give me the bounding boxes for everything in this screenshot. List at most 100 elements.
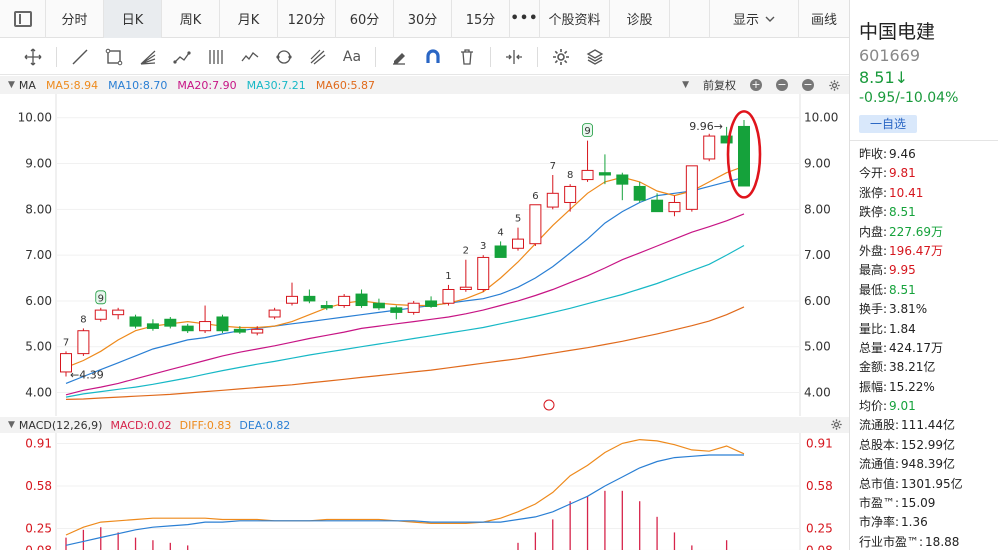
quote-stats-list: 昨收: 9.46 今开: 9.81 涨停: 10.41 跌停: 8.51 内盘: 227.69万外… (859, 145, 998, 550)
quote-row: 行业市盈™: 18.88 (859, 533, 998, 550)
more-button[interactable]: ••• (510, 0, 540, 38)
candle-body (616, 174, 629, 185)
crosshair-tool[interactable] (16, 42, 50, 72)
rect-icon (105, 48, 123, 65)
y-tick-label: 10.00 (18, 111, 52, 125)
seq-label: 1 (445, 271, 451, 282)
y-tick-label: 4.00 (25, 386, 52, 400)
quote-key: 流通值: (859, 457, 900, 472)
measure-tool[interactable] (165, 42, 199, 72)
rect-tool[interactable] (97, 42, 131, 72)
stock-name: 中国电建 (859, 21, 936, 43)
y-tick-label: 0.91 (25, 436, 52, 450)
candle-body (546, 192, 559, 208)
candle-body (494, 245, 507, 258)
macd-chart[interactable]: 0.91 0.91 0.58 0.58 0.25 0.25 0.08 0.08 (0, 433, 849, 550)
y-tick-label: 10.00 (804, 111, 838, 125)
fan-tool[interactable] (131, 42, 165, 72)
quote-value: 948.39亿 (901, 457, 956, 472)
chevron-down-icon (765, 16, 775, 22)
quote-row: 流通值: 948.39亿 (859, 455, 998, 474)
tab-period-6[interactable]: 30分 (394, 0, 452, 38)
y-tick-label: 7.00 (25, 248, 52, 262)
cycle-tool[interactable] (267, 42, 301, 72)
grid-tool[interactable] (199, 42, 233, 72)
magnet-tool[interactable] (416, 42, 450, 72)
tab-period-5[interactable]: 60分 (336, 0, 394, 38)
ma60-line (65, 306, 745, 400)
tab-period-1[interactable]: 日K (104, 0, 162, 38)
stock-change: -0.95/-10.04% (859, 90, 959, 106)
candle-body (94, 309, 107, 320)
trash-tool[interactable] (450, 42, 484, 72)
cycle-icon (276, 49, 292, 64)
collapse-icon[interactable]: − (802, 78, 814, 91)
fork-tool[interactable] (301, 42, 335, 72)
quote-value: 9.81 (889, 166, 916, 181)
tab-period-4[interactable]: 120分 (278, 0, 336, 38)
tab-period-2[interactable]: 周K (162, 0, 220, 38)
quote-value: 9.01 (889, 399, 916, 414)
display-dropdown[interactable]: 显示 (709, 0, 799, 38)
candle-body (129, 316, 142, 327)
quote-key: 昨收: (859, 147, 888, 161)
tab-period-3[interactable]: 月K (220, 0, 278, 38)
chevron-down-icon[interactable]: ▼ (682, 80, 689, 90)
candle-body (164, 318, 177, 327)
draw-line-button[interactable]: 画线 (810, 13, 837, 28)
zoom-out-icon[interactable]: − (776, 78, 788, 91)
diagnose-tab[interactable]: 诊股 (610, 0, 670, 38)
adjust-mode[interactable]: 前复权 (703, 79, 736, 92)
quote-key: 今开: (859, 166, 888, 181)
quote-key: 市净率: (859, 515, 900, 530)
quote-value: 3.81% (889, 302, 928, 317)
text-tool[interactable]: Aa (335, 42, 369, 72)
candle-body (512, 238, 524, 249)
adjust-controls: ▼ 前复权 + − − (682, 77, 841, 93)
fan-icon (140, 50, 156, 65)
candle-body (338, 295, 351, 307)
quote-value: 1301.95亿 (901, 476, 963, 491)
stock-info-tab[interactable]: 个股资料 (540, 0, 610, 38)
settings-tool[interactable] (544, 42, 578, 72)
quote-row: 跌停: 8.51 (859, 203, 998, 222)
macd-legend-bar: ▼ MACD(12,26,9) MACD:0.02 DIFF:0.83 DEA:… (0, 417, 849, 433)
line-tool[interactable] (63, 42, 97, 72)
kline-chart[interactable]: 10.00 10.00 9.00 9.00 8.00 8.00 7.00 7.00 6.00 6.… (0, 94, 849, 416)
candle-body (581, 169, 594, 181)
layers-tool[interactable] (578, 42, 612, 72)
panel-icon (13, 10, 32, 27)
display-label: 显示 (732, 13, 759, 28)
add-favorite-button[interactable]: 一自选 (859, 115, 917, 133)
ma30-line (65, 244, 745, 398)
candle-body (303, 295, 316, 302)
quote-value: 111.44亿 (901, 418, 956, 433)
quote-key: 总股本: (859, 437, 900, 452)
eraser-tool[interactable] (382, 42, 416, 72)
seq-label: 7 (63, 337, 69, 348)
split-tool[interactable] (497, 42, 531, 72)
quote-row: 内盘: 227.69万 (859, 223, 998, 242)
quote-value: 8.51 (889, 282, 916, 297)
chevron-down-icon[interactable]: ▼ (8, 80, 15, 90)
chevron-down-icon[interactable]: ▼ (8, 420, 15, 430)
quote-value: 9.95 (889, 263, 916, 278)
quote-row: 总市值: 1301.95亿 (859, 475, 998, 494)
quote-value: 424.17万 (889, 340, 944, 355)
seq-label: 4 (497, 227, 503, 238)
settings-icon[interactable] (828, 79, 841, 92)
y-tick-label: 0.08 (806, 543, 833, 550)
settings-icon[interactable] (830, 418, 843, 431)
candle-body (216, 316, 229, 332)
wave-tool[interactable] (233, 42, 267, 72)
candle-body (425, 300, 438, 307)
y-tick-label: 4.00 (804, 386, 831, 400)
seq-label: 2 (463, 246, 469, 257)
toggle-panel-button[interactable] (0, 0, 46, 38)
tab-period-7[interactable]: 15分 (452, 0, 510, 38)
tab-period-0[interactable]: 分时 (46, 0, 104, 38)
dea-value: DEA:0.82 (239, 418, 291, 432)
zoom-in-icon[interactable]: + (750, 78, 762, 91)
diff-line (65, 438, 745, 536)
candle-body (564, 185, 577, 203)
